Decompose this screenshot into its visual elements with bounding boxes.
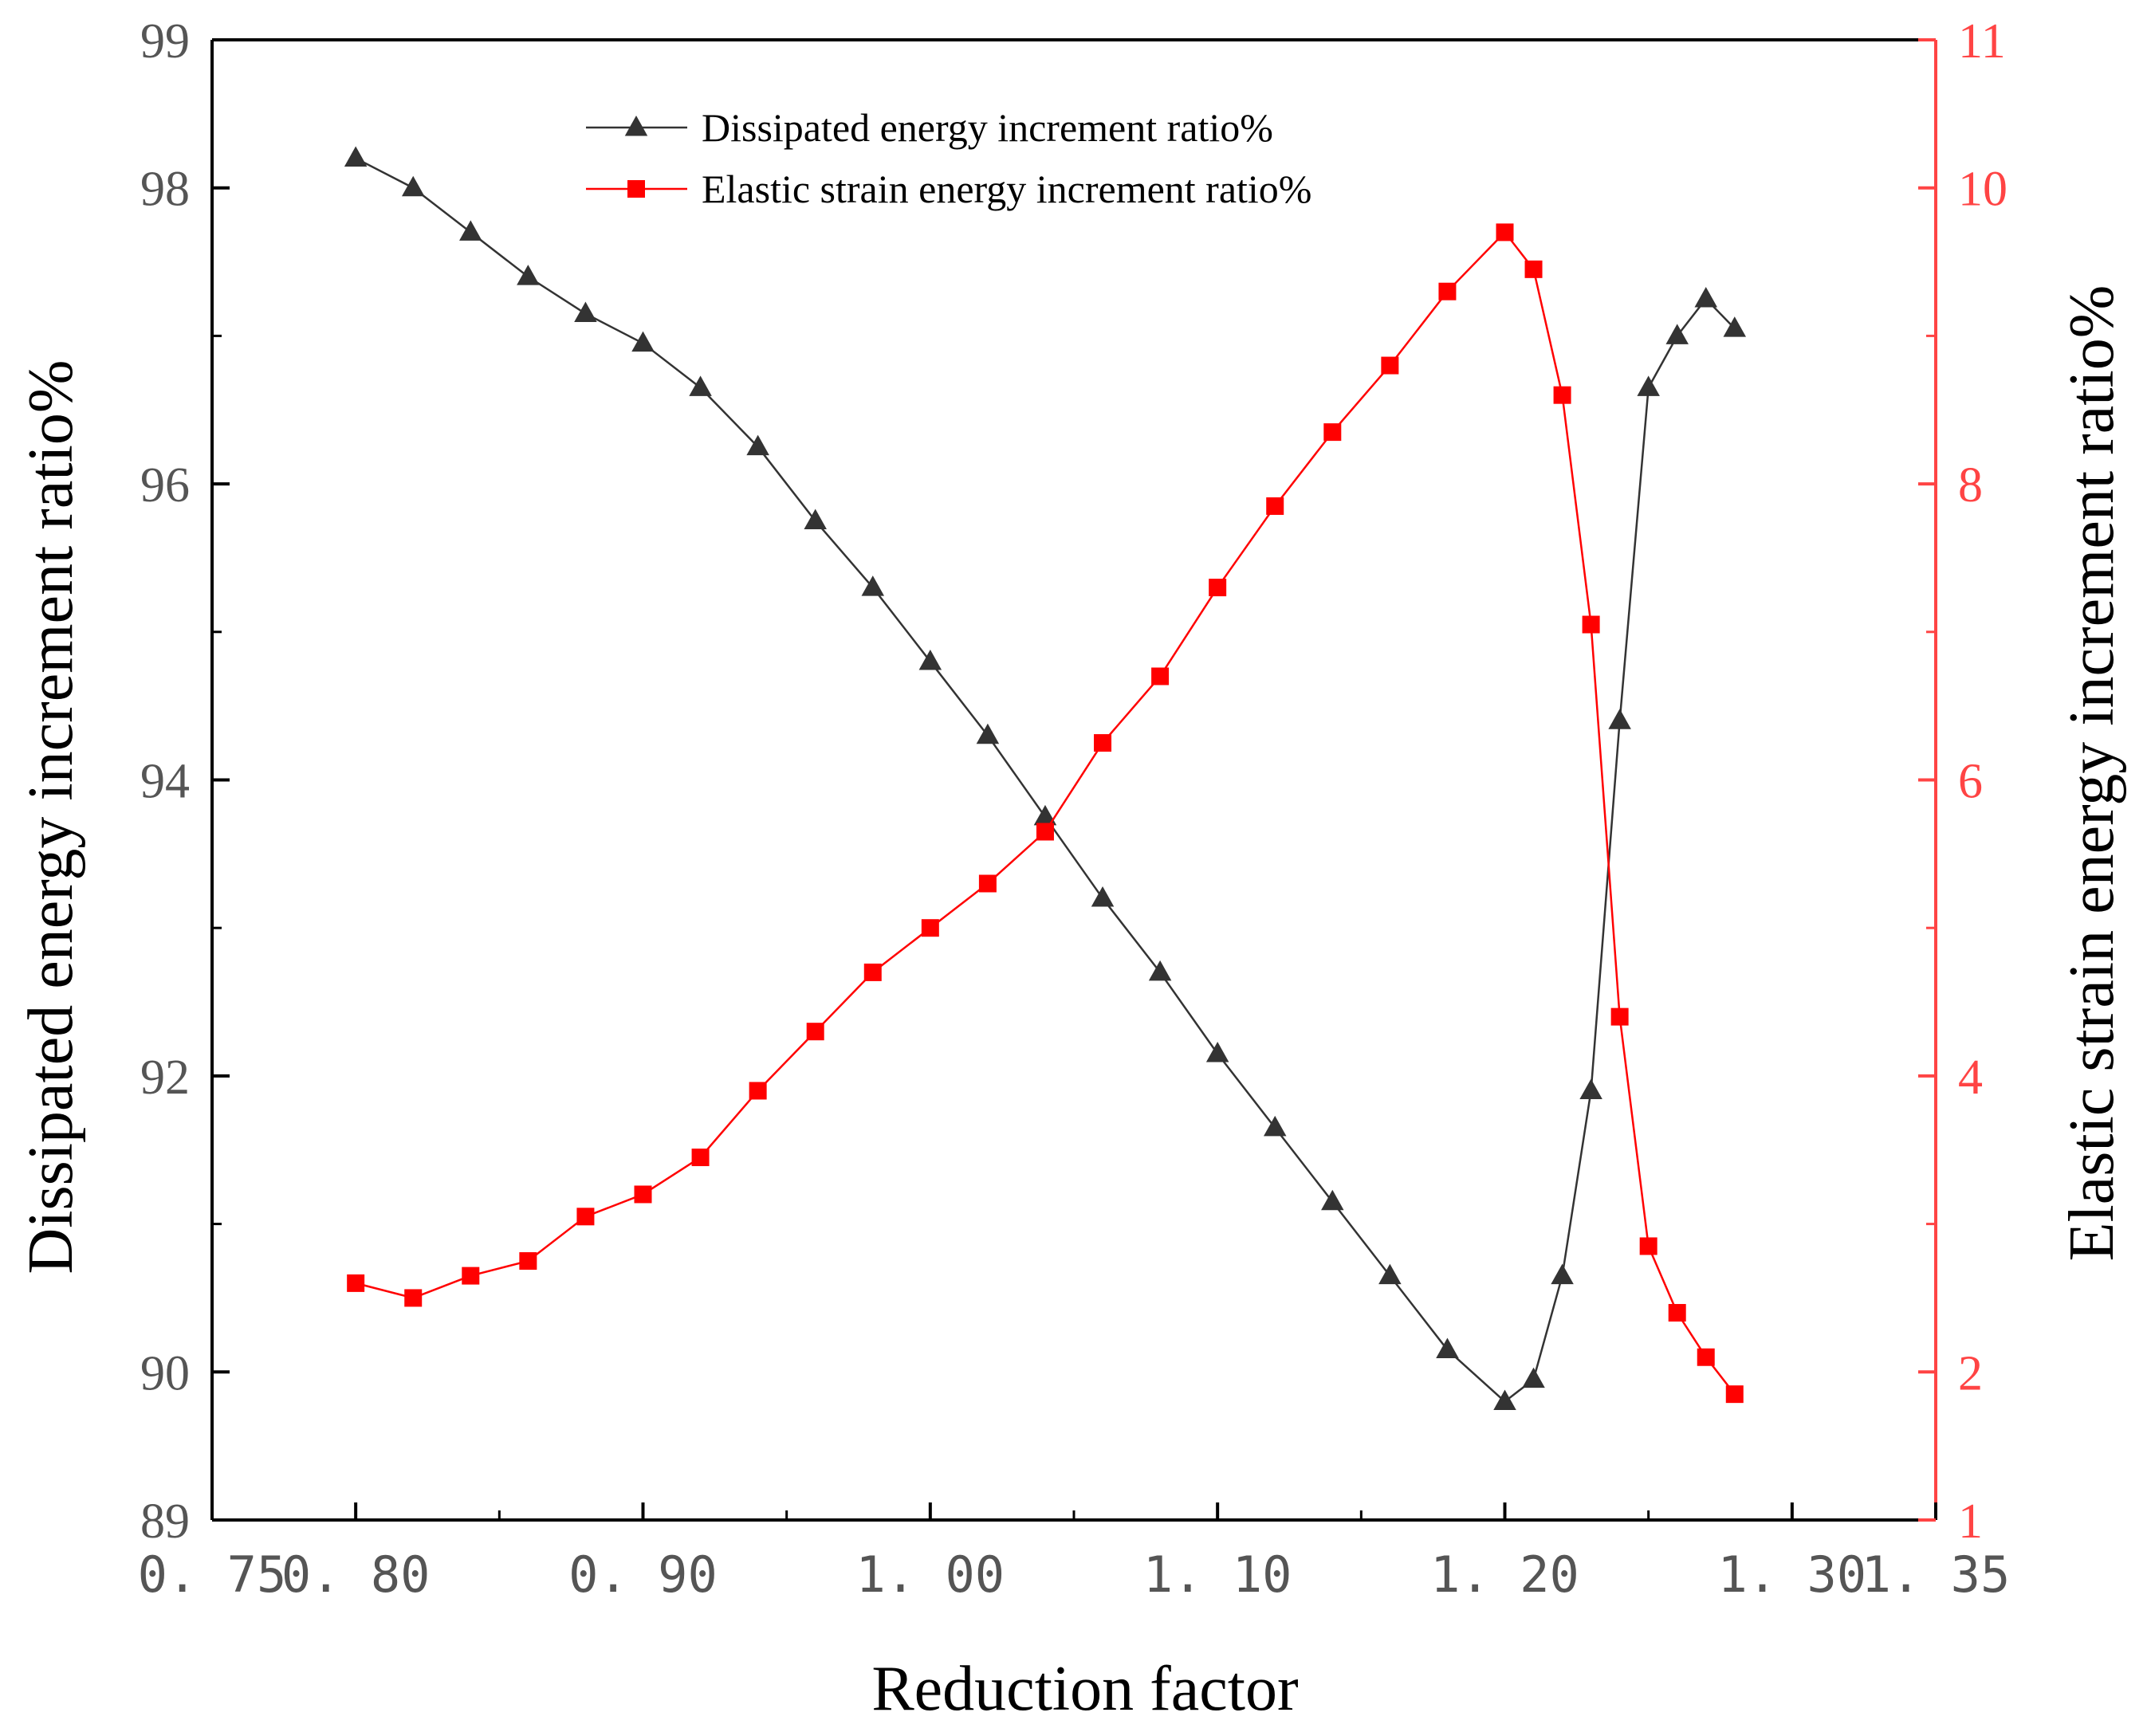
elastic-point: [1266, 497, 1284, 515]
x-axis-title: Reduction factor: [871, 1654, 1298, 1724]
dissipated-point: [1723, 316, 1747, 337]
y-left-tick-label: 99: [140, 14, 190, 69]
dissipated-point: [918, 649, 942, 670]
legend: Dissipated energy increment ratio% Elasti…: [586, 105, 1311, 211]
dissipated-point: [1148, 960, 1172, 981]
elastic-point: [576, 1208, 595, 1226]
elastic-point: [347, 1274, 365, 1292]
y-left-tick-label: 90: [140, 1346, 190, 1400]
y-right-tick-label: 11: [1958, 14, 2006, 69]
x-tick-label: 1. 30: [1718, 1546, 1867, 1604]
x-tick-label: 1. 00: [856, 1546, 1005, 1604]
dissipated-point: [746, 434, 769, 456]
elastic-point: [806, 1023, 824, 1041]
elastic-point: [1151, 667, 1170, 685]
y-right-tick-label: 6: [1958, 755, 1983, 809]
y-right-tick-label: 10: [1958, 163, 2007, 217]
series-layer: [344, 146, 1747, 1410]
x-tick-label: 1. 35: [1862, 1546, 2011, 1604]
dissipated-point: [689, 375, 712, 396]
elastic-point: [404, 1289, 423, 1307]
dissipated-point: [574, 301, 597, 323]
dissipated-point: [631, 331, 655, 352]
dissipated-point: [1665, 324, 1689, 344]
elastic-point: [1610, 1007, 1629, 1026]
x-tick-label: 1. 20: [1430, 1546, 1579, 1604]
elastic-point: [1697, 1348, 1715, 1366]
dissipated-point: [1263, 1115, 1287, 1137]
elastic-point: [1496, 223, 1514, 242]
y-left-axis-title: Dissipated energy increment ratio%: [16, 359, 86, 1274]
dissipated-point: [344, 146, 368, 167]
elastic-point: [921, 919, 939, 937]
elastic-point: [1524, 260, 1543, 278]
dissipated-point: [401, 175, 425, 197]
y-right-tick-label: 8: [1958, 458, 1983, 513]
elastic-point: [1209, 579, 1227, 597]
dissipated-point: [1608, 709, 1631, 729]
legend-label: Elastic strain energy increment ratio%: [702, 167, 1311, 211]
dissipated-point: [1378, 1263, 1402, 1285]
dissipated-point: [1694, 286, 1717, 308]
dissipated-point: [804, 509, 827, 530]
dissipated-point: [1493, 1389, 1516, 1410]
y-left-tick-label: 98: [140, 163, 190, 217]
y-left-tick-label: 92: [140, 1051, 190, 1105]
x-tick-label: 0. 80: [281, 1546, 431, 1604]
dissipated-point: [1522, 1367, 1545, 1388]
elastic-point: [1668, 1304, 1686, 1322]
dissipated-point: [1091, 886, 1115, 907]
elastic-point: [1725, 1385, 1744, 1404]
x-tick-label: 0. 90: [568, 1546, 718, 1604]
elastic-point: [519, 1252, 537, 1271]
axes-layer: 0. 750. 80 0. 90 1. 00 1. 10 1. 20 1. 301. 35…: [138, 14, 2011, 1604]
elastic-point: [1036, 823, 1054, 841]
elastic-point: [749, 1082, 767, 1100]
series-dissipated: [344, 146, 1747, 1410]
dissipated-point: [1436, 1337, 1459, 1358]
dissipated-point: [1637, 375, 1660, 396]
x-tick-label: 1. 10: [1143, 1546, 1292, 1604]
y-right-tick-label: 2: [1958, 1346, 1983, 1400]
legend-marker-triangle: [624, 116, 648, 136]
dissipated-point: [1205, 1042, 1229, 1062]
elastic-point: [691, 1149, 710, 1167]
dissipated-point: [976, 723, 1000, 744]
elastic-point: [1323, 423, 1342, 442]
elastic-point: [1582, 615, 1600, 634]
dissipated-point: [1551, 1263, 1574, 1285]
elastic-point: [1639, 1237, 1657, 1255]
elastic-point: [1094, 734, 1112, 752]
dissipated-point: [1321, 1189, 1344, 1211]
elastic-point: [978, 874, 997, 893]
elastic-point: [1381, 356, 1399, 375]
elastic-point: [634, 1185, 652, 1204]
legend-marker-square: [627, 180, 645, 198]
y-right-tick-label: 4: [1958, 1051, 1983, 1105]
series-elastic: [347, 223, 1744, 1404]
elastic-point: [462, 1267, 480, 1285]
y-right-axis-title: Elastic strain energy increment ratio%: [2057, 285, 2127, 1262]
elastic-point: [1553, 386, 1571, 404]
dissipated-point: [861, 575, 885, 596]
dissipated-line: [355, 157, 1736, 1403]
dissipated-point: [1579, 1078, 1602, 1099]
y-left-tick-label: 89: [140, 1494, 190, 1549]
dissipated-point: [459, 220, 482, 241]
x-tick-label: 0. 75: [138, 1546, 287, 1604]
y-left-tick-label: 94: [140, 755, 190, 809]
dissipated-point: [1033, 804, 1057, 826]
dissipated-point: [517, 265, 540, 285]
y-right-tick-label: 1: [1958, 1494, 1983, 1549]
y-left-tick-label: 96: [140, 458, 190, 513]
elastic-point: [1438, 282, 1457, 300]
elastic-point: [863, 963, 882, 981]
legend-label: Dissipated energy increment ratio%: [702, 105, 1273, 150]
